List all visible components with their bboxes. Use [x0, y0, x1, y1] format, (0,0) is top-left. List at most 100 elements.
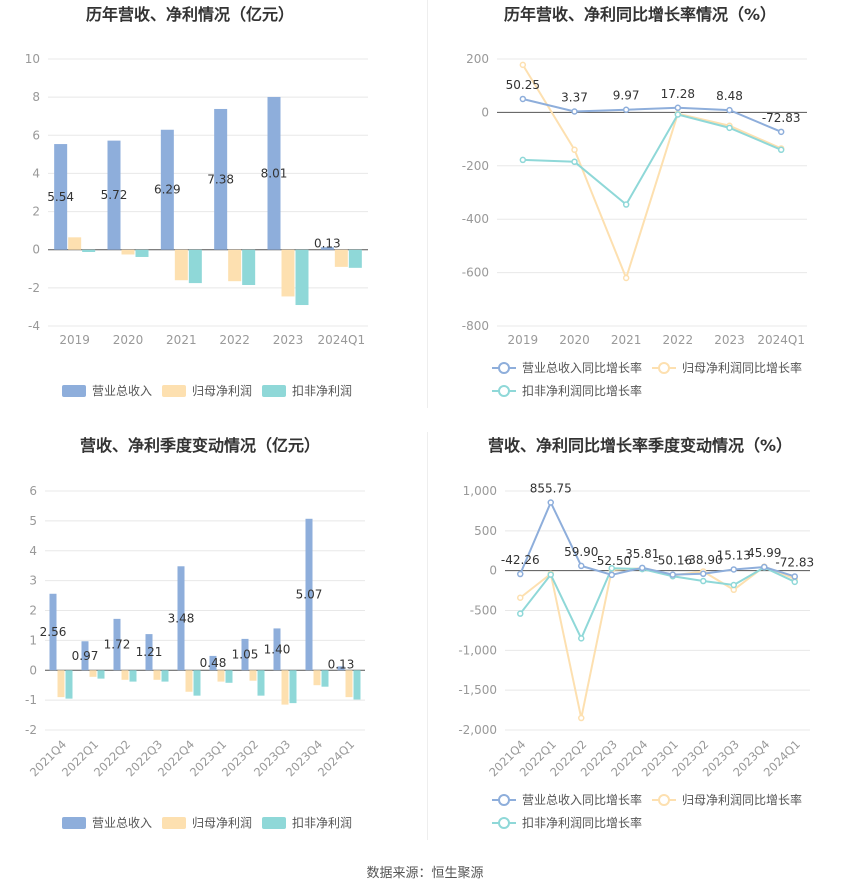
legend-swatch-dot [498, 385, 510, 397]
legend-swatch [162, 385, 186, 397]
x-tick-label: 2021 [611, 333, 642, 347]
bar-revenue [145, 634, 153, 671]
series-point [777, 128, 785, 136]
panel-divider [427, 432, 428, 840]
bar-value-label: 5.07 [296, 588, 323, 602]
series-point [517, 594, 524, 602]
x-tick-label: 2019 [508, 333, 539, 347]
bar-value-label: 2.56 [40, 625, 67, 639]
bar-deducted-profit [129, 670, 137, 682]
bar-value-label: 5.54 [47, 190, 74, 204]
y-tick-label: -1,000 [458, 643, 497, 657]
bar-revenue [305, 518, 313, 671]
bar-deducted-profit [193, 670, 201, 696]
bar-revenue [107, 140, 121, 250]
bar-net-profit [57, 670, 65, 698]
bar-deducted-profit [161, 670, 169, 682]
bar-value-label: 0.13 [328, 657, 355, 671]
bar-deducted-profit [225, 670, 233, 683]
series-point [700, 577, 707, 585]
series-line [521, 64, 782, 281]
y-tick-label: 5 [29, 514, 37, 528]
quarterly-revenue-profit-chart: 营收、净利季度变动情况（亿元） -2 -1 0 1 2 3 4 5 6 2021Q4 2022Q1 20… [0, 425, 425, 855]
series-point [517, 610, 524, 617]
legend-swatch [262, 385, 286, 397]
line-value-label: 17.28 [661, 87, 695, 101]
bar-deducted-profit [257, 670, 265, 696]
x-tick-label: 2020 [559, 333, 590, 347]
x-tick-label: 2024Q1 [318, 333, 366, 347]
bar-value-label: 0.13 [314, 237, 341, 251]
series-point [730, 566, 737, 573]
bar-deducted-profit [65, 670, 73, 699]
y-tick-label: -800 [462, 319, 489, 333]
x-tick-label: 2022 [663, 333, 694, 347]
line-value-label: 8.48 [716, 89, 743, 103]
bar-net-profit [313, 670, 321, 686]
line-value-label: 15.13 [717, 548, 751, 562]
legend-swatch [262, 817, 286, 829]
annual-revenue-profit-chart: 历年营收、净利情况（亿元） -4 -2 0 2 4 6 8 10 2019 2020 2021 2022… [0, 0, 425, 415]
y-tick-label: -2 [28, 281, 40, 295]
x-tick-label: 2020 [113, 333, 144, 347]
bar-net-profit [68, 237, 82, 250]
y-tick-label: 4 [29, 544, 37, 558]
series-point [517, 570, 524, 578]
line-value-label: 9.97 [613, 89, 640, 103]
bar-value-label: 1.21 [136, 645, 163, 659]
legend-label: 归母净利润同比增长率 [682, 360, 802, 375]
bar-revenue [209, 655, 217, 671]
bar-net-profit [174, 249, 188, 281]
line-value-label: -52.50 [592, 554, 631, 568]
bar-revenue [49, 593, 57, 671]
series-point [622, 274, 630, 282]
quarterly-growth-rate-chart: 营收、净利同比增长率季度变动情况（%） -2,000 -1,500 -1,000 -50… [425, 425, 850, 855]
x-tick-label: 2024Q1 [757, 333, 805, 347]
y-tick-label: 2 [32, 205, 40, 219]
bar-net-profit [249, 670, 257, 681]
line-value-label: -72.83 [775, 555, 814, 569]
y-tick-label: 0 [29, 663, 37, 677]
y-tick-label: -2 [25, 723, 37, 737]
legend-swatch [62, 385, 86, 397]
series-point [622, 106, 630, 113]
legend-label: 扣非净利润 [292, 816, 352, 830]
y-tick-label: -1 [25, 693, 37, 707]
y-tick-label: 0 [481, 105, 489, 119]
bar-value-label: 1.05 [232, 648, 259, 662]
legend-swatch-dot [498, 817, 510, 829]
bar-net-profit [153, 670, 161, 680]
annual-growth-rate-chart: 历年营收、净利同比增长率情况（%） -800 -600 -400 -200 0 200 201… [425, 0, 850, 415]
y-tick-label: 6 [32, 128, 40, 142]
series-point [700, 570, 707, 578]
line-value-label: -72.83 [762, 111, 801, 125]
bar-revenue [337, 666, 345, 671]
legend-label: 归母净利润 [192, 816, 252, 830]
y-tick-label: 2 [29, 604, 37, 618]
bar-net-profit [217, 670, 225, 682]
legend-swatch-dot [498, 794, 510, 806]
bar-deducted-profit [348, 249, 362, 268]
legend-label: 营业总收入 [92, 816, 152, 830]
bar-net-profit [121, 670, 129, 680]
quarterly-revenue-profit-svg: 营收、净利季度变动情况（亿元）-2-101234562021Q42022Q120… [25, 436, 365, 830]
bar-deducted-profit [135, 249, 149, 257]
bar-deducted-profit [188, 249, 202, 284]
legend-label: 归母净利润同比增长率 [682, 792, 802, 807]
x-tick-label: 2022 [219, 333, 250, 347]
line-value-label: 3.37 [561, 91, 588, 105]
bar-net-profit [281, 249, 295, 297]
series-point [777, 146, 785, 154]
bar-revenue [54, 144, 68, 250]
line-value-label: 855.75 [530, 481, 572, 495]
panel-divider [427, 0, 428, 408]
y-tick-label: 10 [25, 52, 40, 66]
legend-swatch [62, 817, 86, 829]
series-line [519, 566, 796, 641]
bar-revenue [81, 641, 89, 671]
bar-value-label: 6.29 [154, 183, 181, 197]
line-value-label: 59.90 [564, 545, 598, 559]
series-point [669, 571, 676, 578]
y-tick-label: 200 [466, 52, 489, 66]
bar-net-profit [89, 670, 97, 677]
